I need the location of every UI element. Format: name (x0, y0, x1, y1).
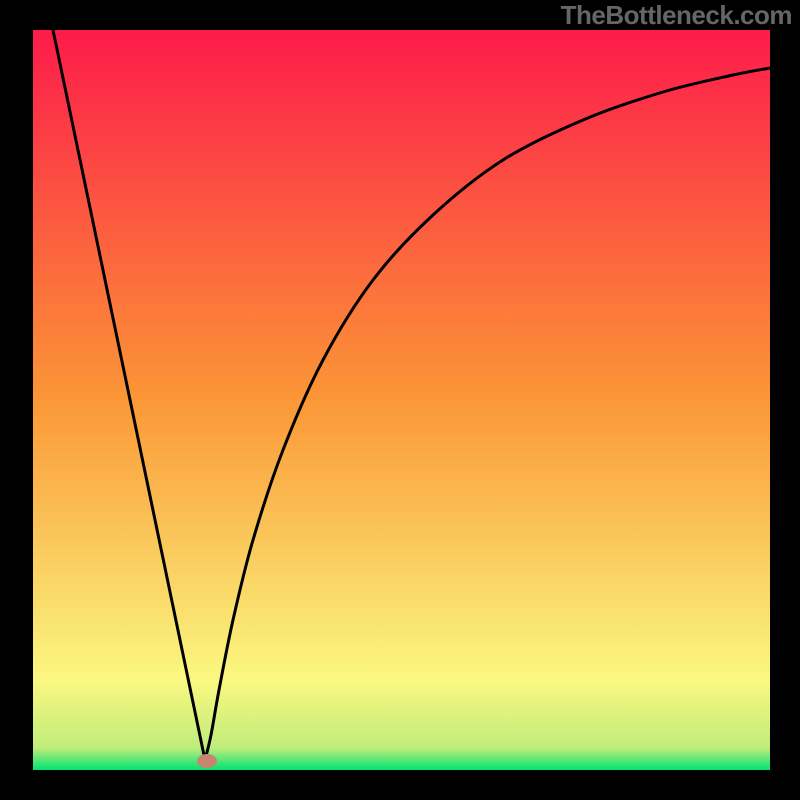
chart-frame: TheBottleneck.com (0, 0, 800, 800)
curve-path (53, 30, 770, 760)
optimal-point-marker (197, 754, 217, 768)
bottleneck-curve (0, 0, 800, 800)
